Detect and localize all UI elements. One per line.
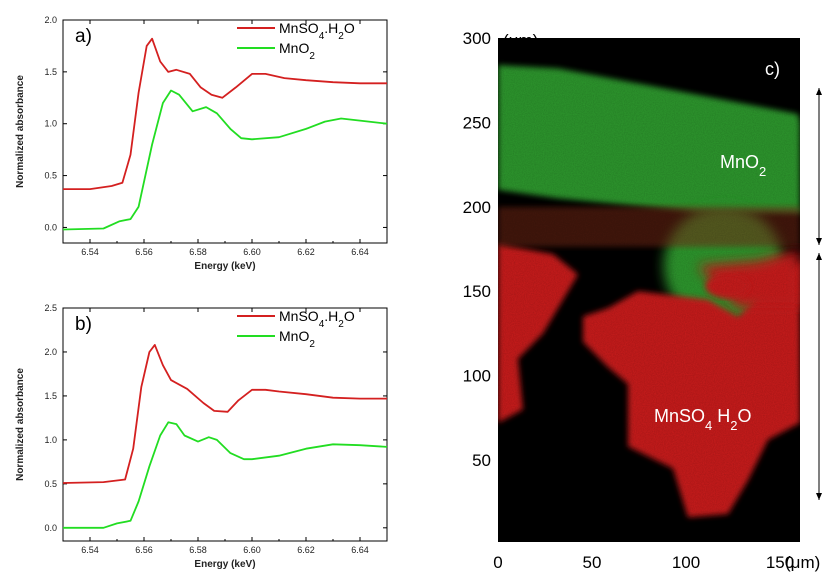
panel-b-chart: 6.54 6.56 6.58 6.60 6.62 6.64 0.0 0.5 1.0 1.5 2.0 2… [15,303,388,570]
y-axis-label: Normalized absorbance [15,75,26,188]
map-y-tick-label: 100 [463,367,491,386]
x-tick-label: 6.58 [189,247,207,257]
x-tick-label: 6.62 [297,545,315,555]
map-x-tick-label: 50 [583,553,602,572]
y-tick-label: 0.5 [44,479,57,489]
legend-entry: MnSO4.H2O [279,20,355,42]
region-label-mno2: MnO2 [720,152,766,179]
map-image [498,38,800,542]
map-y-tick-label: 250 [463,113,491,132]
y-tick-label: 2.0 [44,15,57,25]
map-x-tick-label: 100 [672,553,700,572]
y-tick-label: 1.5 [44,67,57,77]
thickness-arrow-mnso4-head-bottom [816,493,822,500]
map-y-tick-label: 50 [472,451,491,470]
thickness-arrow-mno2-head-bottom [816,238,822,245]
panel-label: a) [75,26,92,47]
series-line-mno2 [62,89,388,231]
panel-label: c) [765,59,780,79]
y-axis-label: Normalized absorbance [15,368,26,481]
x-tick-label: 6.62 [297,247,315,257]
x-tick-label: 6.56 [135,545,153,555]
legend-entry: MnO2 [279,328,315,350]
y-tick-label: 1.0 [44,119,57,129]
y-tick-label: 2.0 [44,347,57,357]
legend-entry: MnO2 [279,40,315,62]
y-tick-label: 0.0 [44,523,57,533]
plot-frame [62,19,388,244]
x-axis-label: Energy (keV) [194,261,255,272]
map-y-tick-label: 150 [463,282,491,301]
x-tick-label: 6.58 [189,545,207,555]
series-line-mnso4 [63,37,387,190]
panel-a-chart: 6.54 6.56 6.58 6.60 6.62 6.64 0.0 0.5 1.0 1.5 2.0 E… [15,15,388,272]
map-x-tick-label: 0 [493,553,502,572]
x-tick-label: 6.64 [351,545,369,555]
series-line-mnso4 [62,344,387,484]
y-tick-label: 0.5 [44,171,57,181]
map-y-tick-label: 300 [463,29,491,48]
y-tick-label: 1.0 [44,435,57,445]
thickness-arrow-mnso4-head-top [816,253,822,260]
legend-entry: MnSO4.H2O [279,308,355,330]
x-tick-label: 6.54 [81,545,99,555]
map-y-tick-label: 200 [463,198,491,217]
x-tick-label: 6.56 [135,247,153,257]
x-tick-label: 6.60 [243,545,261,555]
plot-frame [62,307,388,542]
thickness-arrow-mno2-head-top [816,88,822,95]
map-x-tick-label: 150 [766,553,794,572]
map-y-unit: (μm) [503,31,538,50]
panel-label: b) [75,314,92,335]
map-x-unit: (μm) [785,553,820,572]
y-tick-label: 0.0 [44,222,57,232]
x-axis-label: Energy (keV) [194,559,255,570]
x-tick-label: 6.64 [351,247,369,257]
x-tick-label: 6.54 [81,247,99,257]
y-tick-label: 2.5 [44,303,57,313]
series-line-mno2 [63,421,388,529]
y-tick-label: 1.5 [44,391,57,401]
x-tick-label: 6.60 [243,247,261,257]
map-texture [498,38,800,542]
region-label-mnso4: MnSO4 H2O [654,406,752,433]
